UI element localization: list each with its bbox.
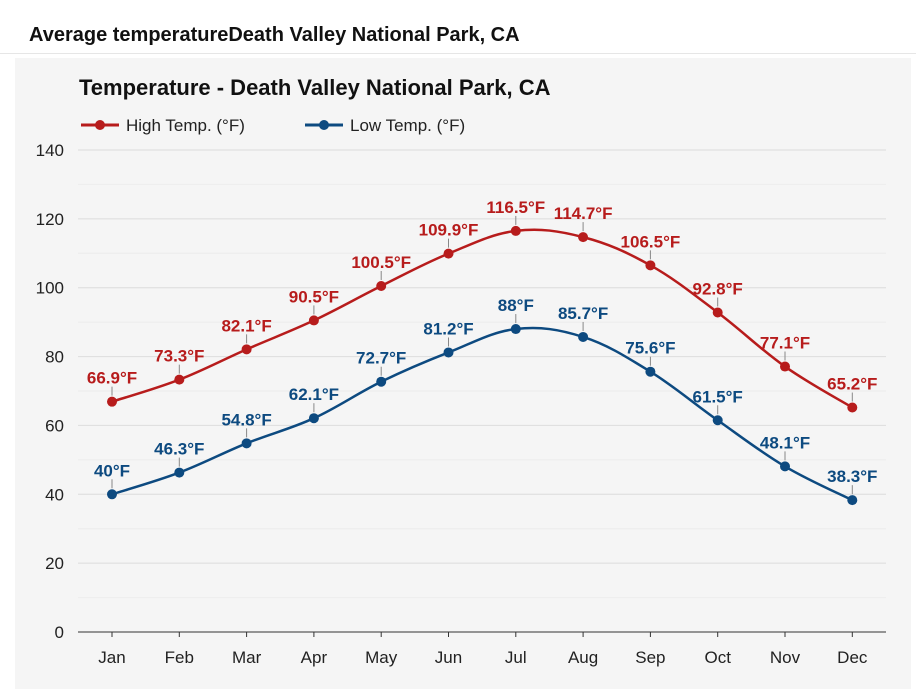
x-tick-label: Nov [770,648,801,667]
y-tick-label: 120 [36,210,64,229]
high-temp-point [645,260,656,271]
high-temp-point [578,232,589,243]
x-tick-label: Jan [98,648,125,667]
y-axis-ticks: 0 20 40 60 80 100 120 140 [36,141,64,642]
low-temp-data-label: 88°F [498,296,534,315]
legend-low-marker [319,120,329,130]
high-temp-point [308,315,319,326]
high-temp-data-label: 73.3°F [154,347,204,366]
x-tick-label: Apr [301,648,328,667]
x-tick-label: Mar [232,648,262,667]
high-temp-data-label: 100.5°F [351,253,411,272]
low-temp-data-label: 72.7°F [356,349,406,368]
high-temp-data-label: 65.2°F [827,375,877,394]
data-labels: 66.9°F 73.3°F 82.1°F 90.5°F 100.5°F 109.9°F 11… [87,198,877,495]
y-tick-label: 140 [36,141,64,160]
low-temp-data-label: 46.3°F [154,440,204,459]
y-tick-label: 40 [45,485,64,504]
gridlines [78,149,886,633]
high-temp-point [241,344,252,355]
high-temp-data-label: 92.8°F [693,280,743,299]
high-temp-point [107,396,117,407]
high-temp-data-label: 109.9°F [419,221,479,240]
x-tick-label: Dec [837,648,868,667]
legend-high-marker [95,120,105,130]
x-tick-label: Oct [704,648,731,667]
low-temp-data-label: 38.3°F [827,467,877,486]
x-tick-label: Aug [568,648,598,667]
y-tick-label: 0 [55,623,64,642]
low-temp-data-label: 54.8°F [221,410,271,429]
high-temp-data-label: 116.5°F [486,198,545,217]
high-temp-data-label: 82.1°F [221,316,271,335]
chart-title: Temperature - Death Valley National Park… [79,75,551,100]
high-temp-data-label: 114.7°F [554,204,613,223]
high-temp-data-label: 66.9°F [87,369,137,388]
high-temp-point [510,225,521,236]
legend-item-low[interactable]: Low Temp. (°F) [305,116,465,135]
page-header: Average temperatureDeath Valley National… [29,24,520,46]
y-tick-label: 80 [45,348,64,367]
high-temp-point [376,280,387,291]
low-temp-data-label: 81.2°F [423,319,473,338]
low-temp-point [107,489,117,500]
low-temp-point [376,376,387,387]
low-temp-point [847,495,858,506]
chart-panel [15,58,911,689]
series-layer [107,225,858,506]
high-temp-point [443,248,454,259]
x-tick-label: Jul [505,648,527,667]
x-tick-label: Feb [165,648,194,667]
low-temp-point [645,366,656,377]
high-temp-point [847,402,858,413]
low-temp-data-label: 85.7°F [558,304,608,323]
low-temp-data-label: 62.1°F [289,385,339,404]
low-temp-point [308,413,319,424]
legend: High Temp. (°F) Low Temp. (°F) [81,116,465,135]
low-temp-point [241,438,252,449]
x-tick-label: Sep [635,648,665,667]
low-temp-data-label: 75.6°F [625,339,675,358]
low-temp-data-label: 48.1°F [760,433,810,452]
legend-high-label: High Temp. (°F) [126,116,245,135]
y-tick-label: 20 [45,554,64,573]
low-temp-point [712,415,723,426]
low-temp-data-label: 40°F [94,461,130,480]
low-temp-point [578,331,589,342]
high-temp-data-label: 77.1°F [760,334,810,353]
legend-item-high[interactable]: High Temp. (°F) [81,116,245,135]
x-tick-label: May [365,648,398,667]
x-tick-label: Jun [435,648,462,667]
low-temp-point [780,461,790,472]
high-temp-point [712,307,723,318]
low-temp-point [443,347,454,358]
low-temp-data-label: 61.5°F [693,387,743,406]
legend-low-label: Low Temp. (°F) [350,116,465,135]
x-axis-ticks: Jan Feb Mar Apr May Jun Jul Aug Sep Oct Nov Dec [98,632,868,667]
header-divider [0,53,916,54]
low-temp-point [510,324,521,335]
high-temp-point [174,374,185,385]
high-temp-point [780,361,790,372]
high-temp-data-label: 90.5°F [289,287,339,306]
high-temp-data-label: 106.5°F [621,232,681,251]
low-temp-point [174,467,185,478]
y-tick-label: 60 [45,416,64,435]
y-tick-label: 100 [36,279,64,298]
